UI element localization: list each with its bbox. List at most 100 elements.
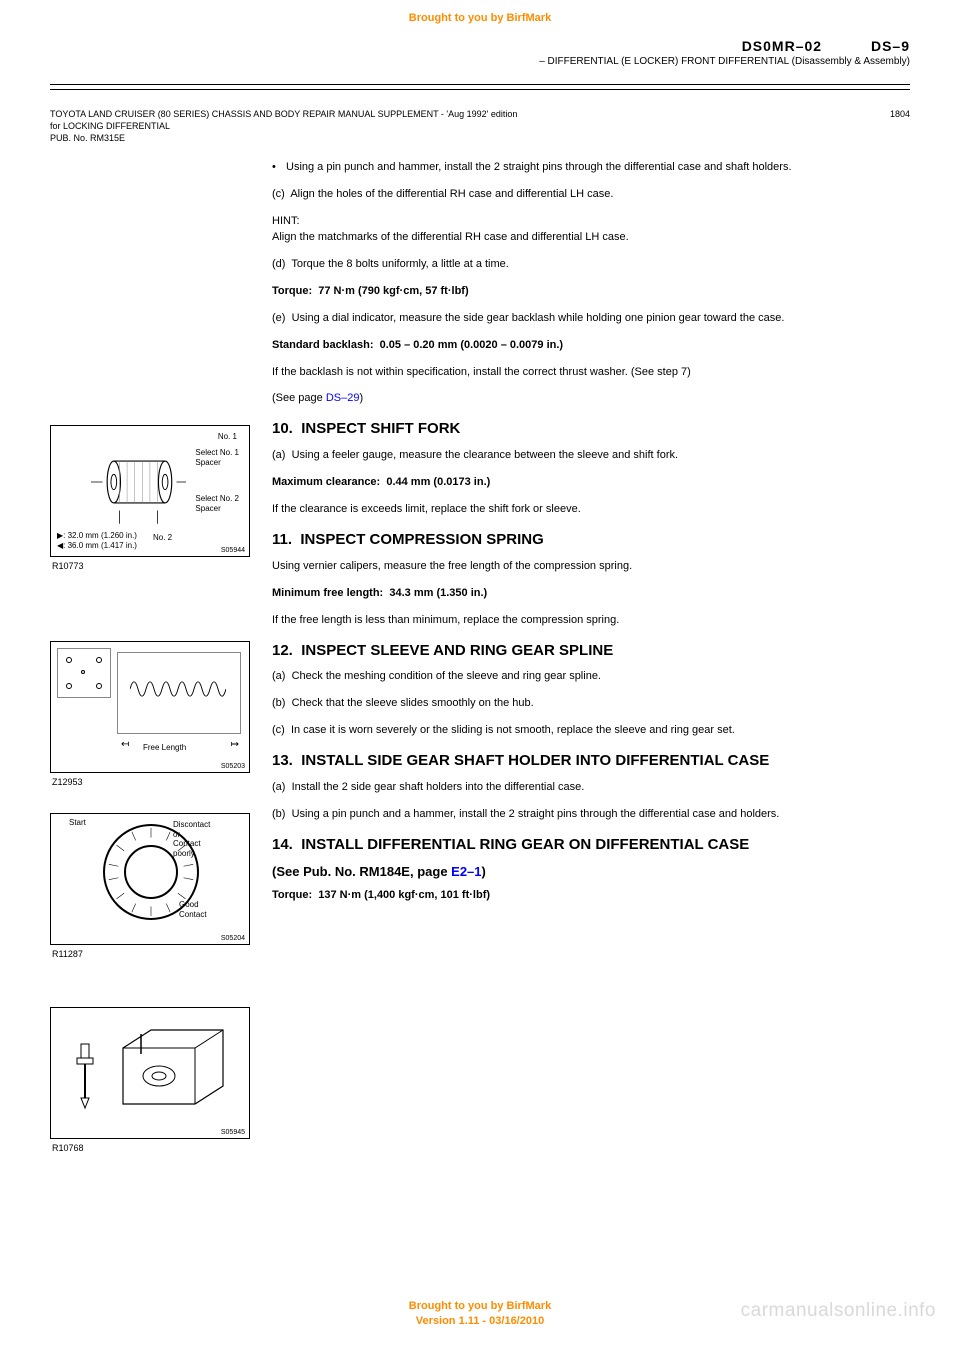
- step-e-text: Using a dial indicator, measure the side…: [292, 312, 785, 324]
- step-e: (e) Using a dial indicator, measure the …: [272, 311, 912, 327]
- page-code: DS0MR–02 DS–9: [539, 38, 910, 54]
- sec10-title: INSPECT SHIFT FORK: [301, 420, 460, 437]
- fig1-gear-icon: [91, 444, 186, 530]
- fig3-good-contact: Good Contact: [179, 900, 207, 919]
- section-13-head: 13. INSTALL SIDE GEAR SHAFT HOLDER INTO …: [272, 750, 912, 772]
- sec12-title: INSPECT SLEEVE AND RING GEAR SPLINE: [301, 642, 613, 659]
- fig2-free-length: Free Length: [143, 743, 186, 752]
- fig1-no2-label: No. 2: [153, 533, 172, 542]
- meta-right: 1804: [890, 108, 910, 120]
- sec14-xref-suffix: ): [482, 864, 486, 879]
- ref-prefix: (See page: [272, 392, 326, 404]
- page-title-line: – DIFFERENTIAL (E LOCKER) FRONT DIFFEREN…: [539, 56, 910, 67]
- sec14-title: INSTALL DIFFERENTIAL RING GEAR ON DIFFER…: [301, 836, 749, 853]
- fig1-no1-label: No. 1: [218, 432, 237, 441]
- fig2-arrow-left-icon: ↤: [121, 739, 129, 750]
- section-11-head: 11. INSPECT COMPRESSION SPRING: [272, 529, 912, 551]
- bottom-line1: Brought to you by BirfMark: [0, 1299, 960, 1313]
- step-c-text: Align the holes of the differential RH c…: [290, 188, 613, 200]
- step-d-num: (d): [272, 258, 285, 270]
- figure-3: Start Discontact or Contact poorly Good …: [50, 813, 250, 981]
- sec10-num: 10.: [272, 420, 293, 437]
- sec11-len: Minimum free length: 34.3 mm (1.350 in.): [272, 586, 912, 602]
- fig2-spring-icon: [130, 659, 226, 719]
- fig4-block-icon: [113, 1026, 233, 1114]
- fig3-start-label: Start: [69, 818, 86, 827]
- sec12-c-text: In case it is worn severely or the slidi…: [291, 724, 735, 736]
- fig1-id: S05944: [221, 547, 245, 554]
- page-ref-link[interactable]: DS–29: [326, 392, 360, 404]
- page-header: DS0MR–02 DS–9 – DIFFERENTIAL (E LOCKER) …: [539, 38, 910, 67]
- backlash-ref: (See page DS–29): [272, 391, 912, 407]
- backlash-value: 0.05 – 0.20 mm (0.0020 – 0.0079 in.): [380, 339, 563, 351]
- sec11-p1: Using vernier calipers, measure the free…: [272, 559, 912, 575]
- figure-2-box: ↤ Free Length ↦ S05203: [50, 641, 250, 773]
- sec10-clearance: Maximum clearance: 0.44 mm (0.0173 in.): [272, 475, 912, 491]
- figure-4: S05945 R10768: [50, 1007, 250, 1175]
- fig1-legend: ▶: 32.0 mm (1.260 in.) ◀: 36.0 mm (1.417…: [57, 530, 137, 550]
- figure-2: ↤ Free Length ↦ S05203 Z12953: [50, 641, 250, 809]
- sec10-note: If the clearance is exceeds limit, repla…: [272, 502, 912, 518]
- fig1-select-no2: Select No. 2 Spacer: [195, 494, 239, 514]
- bottom-banner: Brought to you by BirfMark Version 1.11 …: [0, 1299, 960, 1328]
- fig2-arrow-right-icon: ↦: [231, 739, 239, 750]
- torque-label: Torque:: [272, 285, 312, 297]
- step-c-num: (c): [272, 188, 285, 200]
- sec11-len-value: 34.3 mm (1.350 in.): [389, 587, 487, 599]
- meta-line1: TOYOTA LAND CRUISER (80 SERIES) CHASSIS …: [50, 108, 517, 120]
- sec14-xref-link[interactable]: E2–1: [451, 864, 481, 879]
- fig2-main-view: [117, 652, 241, 734]
- sec12-a-num: (a): [272, 670, 285, 682]
- sec14-num: 14.: [272, 836, 293, 853]
- sec10-a: (a) Using a feeler gauge, measure the cl…: [272, 448, 912, 464]
- fig4-id: S05945: [221, 1129, 245, 1136]
- step-d-text: Torque the 8 bolts uniformly, a little a…: [291, 258, 508, 270]
- backlash: Standard backlash: 0.05 – 0.20 mm (0.002…: [272, 338, 912, 354]
- fig2-id: S05203: [221, 763, 245, 770]
- page-number: DS–9: [871, 38, 910, 54]
- fig2-side-view: [57, 648, 111, 698]
- fig3-bad-contact: Discontact or Contact poorly: [173, 820, 210, 858]
- sec14-torque-value: 137 N·m (1,400 kgf·cm, 101 ft·lbf): [318, 889, 490, 901]
- figure-4-label: R10768: [50, 1143, 250, 1153]
- main-content: • Using a pin punch and hammer, install …: [272, 160, 912, 915]
- backlash-note: If the backlash is not within specificat…: [272, 365, 912, 381]
- hint-text: Align the matchmarks of the differential…: [272, 231, 629, 243]
- sec12-c-num: (c): [272, 724, 285, 736]
- sec11-note: If the free length is less than minimum,…: [272, 613, 912, 629]
- sec10-cl-value: 0.44 mm (0.0173 in.): [386, 476, 490, 488]
- sec12-b-text: Check that the sleeve slides smoothly on…: [292, 697, 534, 709]
- figure-1: No. 1 Select No. 1 Spacer Select No. 2 S…: [50, 425, 250, 593]
- fig1-leg-a: : 32.0 mm (1.260 in.): [63, 531, 137, 540]
- sec12-b-num: (b): [272, 697, 285, 709]
- sec14-torque-label: Torque:: [272, 889, 312, 901]
- figure-2-label: Z12953: [50, 777, 250, 787]
- bullet-icon: •: [272, 160, 276, 176]
- step-d: (d) Torque the 8 bolts uniformly, a litt…: [272, 257, 912, 273]
- meta-left: TOYOTA LAND CRUISER (80 SERIES) CHASSIS …: [50, 108, 517, 144]
- sec13-title: INSTALL SIDE GEAR SHAFT HOLDER INTO DIFF…: [301, 752, 769, 769]
- sec12-a: (a) Check the meshing condition of the s…: [272, 669, 912, 685]
- hint-label: HINT:: [272, 215, 300, 227]
- sec14-torque: Torque: 137 N·m (1,400 kgf·cm, 101 ft·lb…: [272, 888, 912, 904]
- sec12-a-text: Check the meshing condition of the sleev…: [292, 670, 601, 682]
- sec12-b: (b) Check that the sleeve slides smoothl…: [272, 696, 912, 712]
- sec13-num: 13.: [272, 752, 293, 769]
- fig1-select-no1: Select No. 1 Spacer: [195, 448, 239, 468]
- meta-line2: for LOCKING DIFFERENTIAL: [50, 120, 517, 132]
- section-14-head: 14. INSTALL DIFFERENTIAL RING GEAR ON DI…: [272, 834, 912, 856]
- sec10-a-num: (a): [272, 449, 285, 461]
- header-rules: [50, 84, 910, 90]
- fig4-pin-icon: [67, 1042, 107, 1112]
- intro-bullet: • Using a pin punch and hammer, install …: [272, 160, 912, 176]
- figure-3-box: Start Discontact or Contact poorly Good …: [50, 813, 250, 945]
- sec12-num: 12.: [272, 642, 293, 659]
- sec13-a-num: (a): [272, 781, 285, 793]
- step-c: (c) Align the holes of the differential …: [272, 187, 912, 203]
- sec11-num: 11.: [272, 531, 292, 548]
- sec14-xref-prefix: (See Pub. No. RM184E, page: [272, 864, 451, 879]
- sec10-a-text: Using a feeler gauge, measure the cleara…: [292, 449, 678, 461]
- sec13-b: (b) Using a pin punch and a hammer, inst…: [272, 807, 912, 823]
- ref-suffix: ): [359, 392, 363, 404]
- fig3-inner-ring: [124, 845, 178, 899]
